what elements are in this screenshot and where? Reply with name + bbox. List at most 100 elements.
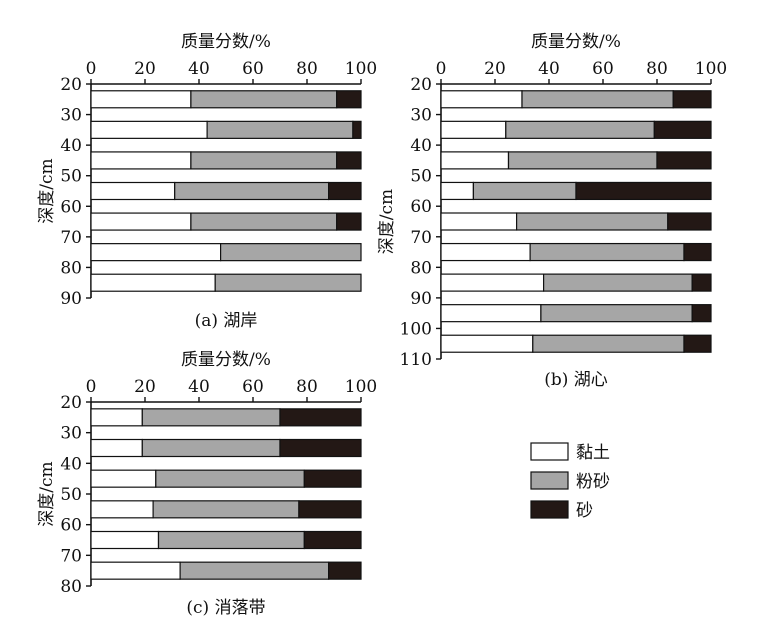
y-tick-label-b-5: 70	[410, 228, 432, 248]
y-tick-label-a-4: 60	[60, 197, 82, 217]
bar-b-0-sand	[672, 90, 712, 109]
bar-a-0-sand	[336, 90, 362, 109]
x-tick-label-a-3: 60	[242, 59, 264, 79]
y-tick-label-c-5: 70	[60, 546, 82, 566]
bar-c-5-clay	[90, 561, 181, 580]
x-tick-label-b-2: 40	[538, 59, 560, 79]
y-tick-label-a-7: 90	[60, 289, 82, 309]
bar-b-3-clay	[440, 181, 475, 201]
x-tick-label-c-0: 0	[86, 377, 97, 397]
legend-label-silt: 粉砂	[576, 472, 610, 492]
y-tick-label-a-6: 80	[60, 258, 82, 278]
y-tick-label-b-4: 60	[410, 197, 432, 217]
x-axis-title-b: 质量分数/%	[531, 32, 621, 52]
bar-a-3-silt	[174, 181, 330, 201]
x-tick-label-a-2: 40	[188, 59, 210, 79]
y-tick-label-b-6: 80	[410, 258, 432, 278]
y-axis-title-a: 深度/cm	[37, 158, 57, 223]
legend-label-sand: 砂	[576, 501, 593, 521]
bar-c-1-clay	[90, 438, 143, 458]
bar-b-6-sand	[691, 273, 712, 292]
bar-b-2-sand	[656, 151, 712, 170]
bar-c-2-clay	[90, 469, 157, 488]
bar-a-5-clay	[90, 243, 222, 262]
bar-b-5-sand	[683, 242, 712, 262]
y-tick-label-c-2: 40	[60, 454, 82, 474]
chart-caption-b: (b) 湖心	[544, 370, 608, 390]
x-tick-label-b-4: 80	[646, 59, 668, 79]
bar-b-6-clay	[440, 273, 545, 292]
bar-b-7-sand	[691, 304, 712, 323]
bar-c-2-silt	[155, 469, 305, 488]
y-axis-title-c: 深度/cm	[37, 461, 57, 526]
bar-b-5-clay	[440, 242, 531, 262]
y-tick-label-b-3: 50	[410, 167, 432, 187]
bar-b-3-sand	[575, 181, 712, 201]
bar-c-4-clay	[90, 530, 160, 550]
y-tick-label-c-4: 60	[60, 516, 82, 536]
x-tick-label-c-5: 100	[345, 377, 377, 397]
x-tick-label-b-5: 100	[695, 59, 727, 79]
bar-b-8-clay	[440, 334, 534, 353]
bar-a-2-sand	[336, 151, 362, 170]
bar-b-5-silt	[529, 242, 685, 262]
bar-a-1-sand	[352, 120, 362, 139]
bar-b-1-sand	[653, 120, 712, 139]
chart-caption-a: (a) 湖岸	[195, 311, 258, 331]
bar-a-5-silt	[220, 243, 362, 262]
bar-c-3-silt	[152, 500, 300, 519]
bar-c-1-silt	[141, 438, 281, 458]
bar-c-4-silt	[157, 530, 305, 550]
x-tick-label-c-2: 40	[188, 377, 210, 397]
bar-c-2-sand	[303, 469, 362, 488]
bar-b-2-clay	[440, 151, 510, 170]
bar-c-0-silt	[141, 408, 281, 427]
bar-b-6-silt	[542, 273, 693, 292]
bar-b-4-sand	[667, 212, 712, 231]
y-tick-label-b-7: 90	[410, 289, 432, 309]
y-tick-label-a-3: 50	[60, 167, 82, 187]
x-tick-label-c-3: 60	[242, 377, 264, 397]
y-tick-label-c-1: 30	[60, 424, 82, 444]
y-tick-label-b-0: 20	[410, 75, 432, 95]
bar-c-5-silt	[179, 561, 330, 580]
y-tick-label-a-2: 40	[60, 136, 82, 156]
bar-c-3-clay	[90, 500, 154, 519]
bar-b-0-silt	[521, 90, 674, 109]
bar-c-0-clay	[90, 408, 143, 427]
y-axis-title-b: 深度/cm	[377, 189, 397, 254]
bar-b-0-clay	[440, 90, 523, 109]
y-tick-label-b-1: 30	[410, 106, 432, 126]
y-tick-label-b-8: 100	[400, 319, 432, 339]
bar-a-4-sand	[336, 212, 362, 231]
bar-c-1-sand	[279, 438, 362, 458]
bar-b-7-silt	[540, 304, 693, 323]
x-axis-title-a: 质量分数/%	[181, 32, 271, 52]
bar-b-4-clay	[440, 212, 518, 231]
y-tick-label-b-9: 110	[400, 350, 432, 370]
bar-a-0-silt	[190, 90, 338, 109]
x-tick-label-c-4: 80	[296, 377, 318, 397]
x-axis-title-c: 质量分数/%	[181, 350, 271, 370]
chart-caption-c: (c) 消落带	[186, 598, 265, 618]
bar-b-3-silt	[472, 181, 577, 201]
bar-b-1-silt	[505, 120, 655, 139]
y-tick-label-b-2: 40	[410, 136, 432, 156]
legend-label-clay: 黏土	[576, 443, 610, 463]
bar-a-1-silt	[206, 120, 354, 139]
bar-a-0-clay	[90, 90, 192, 109]
bar-a-2-clay	[90, 151, 192, 170]
legend-swatch-sand	[530, 500, 569, 519]
bar-b-8-sand	[683, 334, 712, 353]
legend-swatch-clay	[530, 442, 569, 461]
bar-b-1-clay	[440, 120, 507, 139]
y-tick-label-c-0: 20	[60, 393, 82, 413]
bar-a-3-sand	[328, 181, 362, 201]
y-tick-label-a-5: 70	[60, 228, 82, 248]
bar-a-4-clay	[90, 212, 192, 231]
bar-b-8-silt	[532, 334, 685, 353]
legend-swatch-silt	[530, 471, 569, 490]
x-tick-label-b-0: 0	[436, 59, 447, 79]
bar-a-1-clay	[90, 120, 208, 139]
